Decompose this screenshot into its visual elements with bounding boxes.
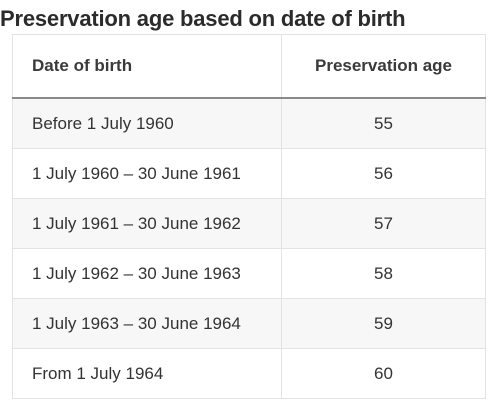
table-body: Before 1 July 1960 55 1 July 1960 – 30 J… [12,97,486,399]
date-of-birth-cell: 1 July 1960 – 30 June 1961 [12,148,282,199]
preservation-age-cell: 60 [281,348,486,399]
table-row: 1 July 1960 – 30 June 1961 56 [12,148,486,199]
table-row: 1 July 1962 – 30 June 1963 58 [12,248,486,299]
page-title: Preservation age based on date of birth [0,6,406,31]
table-row: From 1 July 1964 60 [12,348,486,399]
header-row: Date of birth Preservation age [12,34,486,99]
date-of-birth-cell: 1 July 1962 – 30 June 1963 [12,248,282,299]
column-header-preservation-age: Preservation age [281,34,486,99]
preservation-age-cell: 58 [281,248,486,299]
date-of-birth-cell: 1 July 1961 – 30 June 1962 [12,198,282,249]
table-row: Before 1 July 1960 55 [12,97,486,149]
preservation-age-cell: 59 [281,298,486,349]
date-of-birth-cell: 1 July 1963 – 30 June 1964 [12,298,282,349]
date-of-birth-cell: From 1 July 1964 [12,348,282,399]
preservation-age-cell: 57 [281,198,486,249]
preservation-age-table: Date of birth Preservation age Before 1 … [12,34,486,399]
table-header: Date of birth Preservation age [12,34,486,99]
table-row: 1 July 1961 – 30 June 1962 57 [12,198,486,249]
preservation-age-cell: 55 [281,97,486,149]
column-header-date-of-birth: Date of birth [12,34,282,99]
preservation-age-cell: 56 [281,148,486,199]
date-of-birth-cell: Before 1 July 1960 [12,97,282,149]
table-row: 1 July 1963 – 30 June 1964 59 [12,298,486,349]
